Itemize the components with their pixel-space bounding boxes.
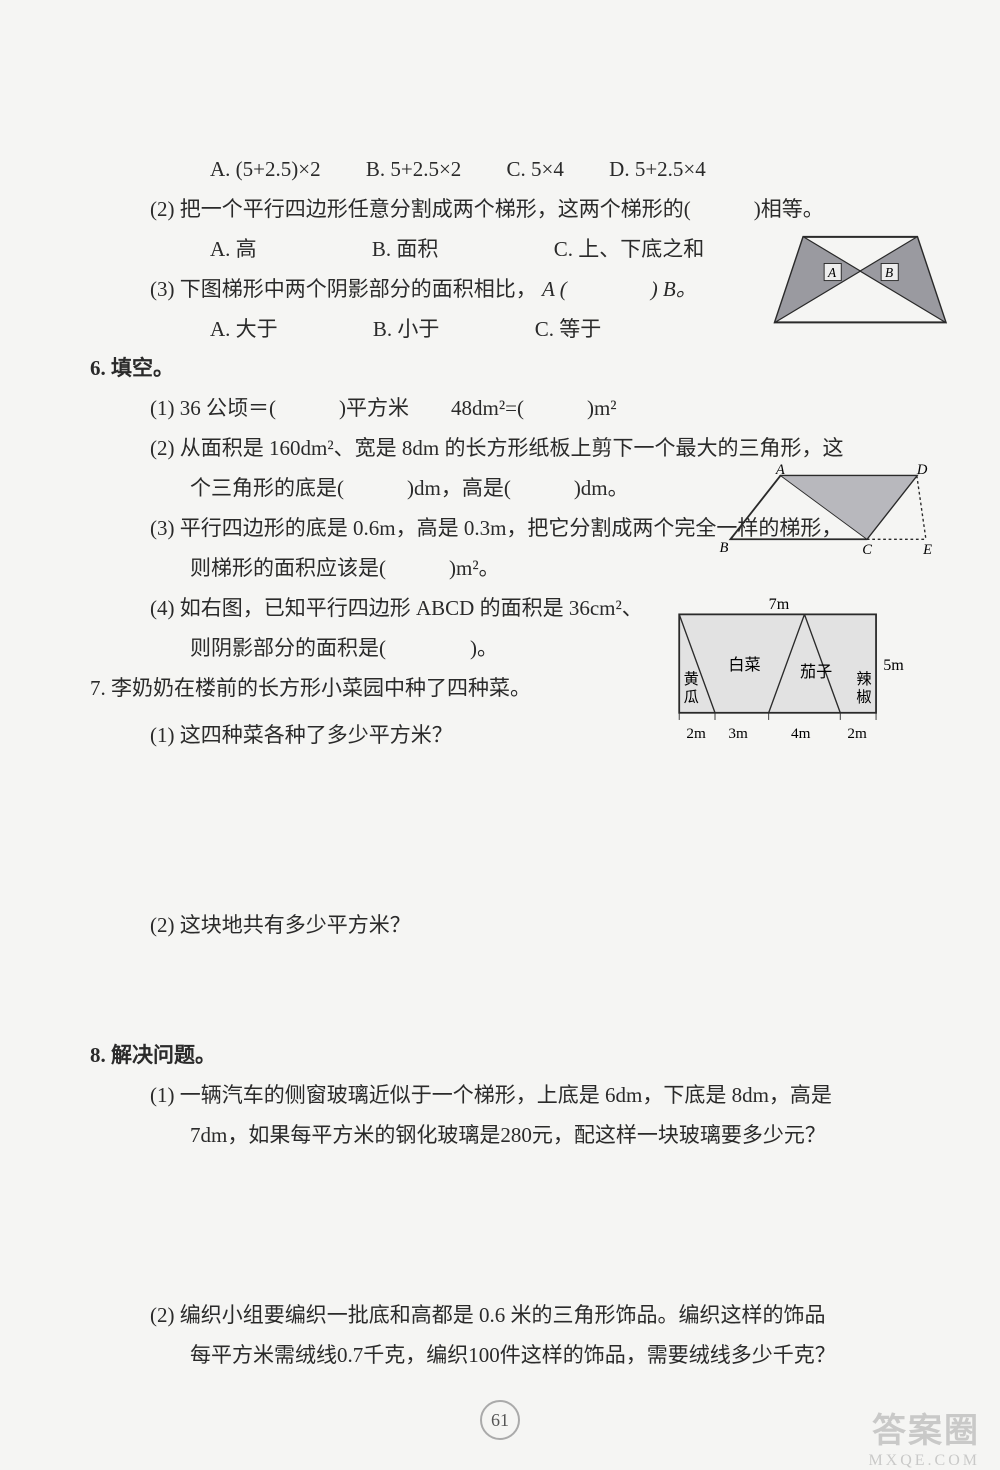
q8-2-l1: 编织小组要编织一批底和高都是 0.6 米的三角形饰品。编织这样的饰品 (180, 1303, 826, 1327)
svg-text:黄: 黄 (684, 671, 699, 688)
q6-title: 6. 填空。 (90, 349, 940, 389)
q5-2-prefix: (2) (150, 197, 175, 221)
svg-text:C: C (862, 542, 872, 558)
opt-c: C. 5×4 (507, 150, 564, 190)
q6-2-l2: 个三角形的底是( )dm，高是( )dm。 (190, 476, 629, 500)
q5-2-text: 把一个平行四边形任意分割成两个梯形，这两个梯形的( )相等。 (180, 197, 824, 221)
q5-2-c: C. 上、下底之和 (554, 230, 705, 270)
svg-text:2m: 2m (847, 725, 867, 742)
svg-text:A: A (775, 462, 785, 478)
svg-text:辣: 辣 (856, 671, 871, 688)
label-A: A (827, 265, 837, 280)
opt-a: A. (5+2.5)×2 (210, 150, 321, 190)
svg-text:4m: 4m (791, 725, 811, 742)
svg-text:白菜: 白菜 (728, 656, 760, 674)
svg-text:2m: 2m (686, 725, 706, 742)
q6-4-l1: 如右图，已知平行四边形 ABCD 的面积是 36cm²、 (180, 596, 643, 620)
q5-3-text-b: A ( ) B。 (542, 277, 697, 301)
q8-2-prefix: (2) (150, 1303, 175, 1327)
q6-1-text: 36 公顷＝( )平方米 48dm²=( )m² (180, 396, 617, 420)
q6-1-prefix: (1) (150, 396, 175, 420)
q8-1-l2: 7dm，如果每平方米的钢化玻璃是280元，配这样一块玻璃要多少元？ (190, 1123, 826, 1147)
svg-text:E: E (922, 542, 932, 558)
opt-d: D. 5+2.5×4 (609, 150, 706, 190)
watermark: 答案圈 (872, 1403, 980, 1452)
svg-text:3m: 3m (728, 725, 748, 742)
svg-text:B: B (720, 540, 729, 556)
svg-text:瓜: 瓜 (684, 689, 699, 706)
svg-text:5m: 5m (883, 657, 904, 674)
q5-3-b: B. 小于 (373, 310, 440, 350)
fig-parallelogram: A D B C E (710, 462, 960, 576)
q6-4-l2: 则阴影部分的面积是( )。 (190, 636, 498, 660)
q5-3-a: A. 大于 (210, 310, 278, 350)
svg-text:茄子: 茄子 (800, 663, 832, 681)
q6-2-l1: 从面积是 160dm²、宽是 8dm 的长方形纸板上剪下一个最大的三角形，这 (180, 436, 844, 460)
q7-2: (2) 这块地共有多少平方米？ (90, 906, 940, 946)
fig-garden: 7m 黄 瓜 白菜 茄子 辣 椒 5m 2m 3m 4m (660, 592, 940, 776)
q8-1-l1: 一辆汽车的侧窗玻璃近似于一个梯形，上底是 6dm，下底是 8dm，高是 (180, 1083, 832, 1107)
fig-trapezoid: A B (770, 232, 960, 346)
watermark-url: MXQE.COM (868, 1452, 980, 1470)
q8-2-l2: 每平方米需绒线0.7千克，编织100件这样的饰品，需要绒线多少千克？ (190, 1343, 836, 1367)
q6-2-prefix: (2) (150, 436, 175, 460)
q5-2-b: B. 面积 (372, 230, 439, 270)
q5-3-text-a: 下图梯形中两个阴影部分的面积相比， (180, 277, 537, 301)
label-B: B (885, 265, 893, 280)
q5-3-c: C. 等于 (535, 310, 602, 350)
page-number: 61 (480, 1400, 520, 1440)
q5-3-prefix: (3) (150, 277, 175, 301)
q8-1-prefix: (1) (150, 1083, 175, 1107)
svg-text:椒: 椒 (856, 689, 871, 706)
opt-b: B. 5+2.5×2 (366, 150, 461, 190)
q8-title: 8. 解决问题。 (90, 1036, 940, 1076)
q6-4-prefix: (4) (150, 596, 175, 620)
q6-3-l2: 则梯形的面积应该是( )m²。 (190, 556, 500, 580)
q6-3-prefix: (3) (150, 516, 175, 540)
garden-top-label: 7m (769, 596, 790, 613)
svg-text:D: D (916, 462, 928, 478)
q5-2-a: A. 高 (210, 230, 257, 270)
